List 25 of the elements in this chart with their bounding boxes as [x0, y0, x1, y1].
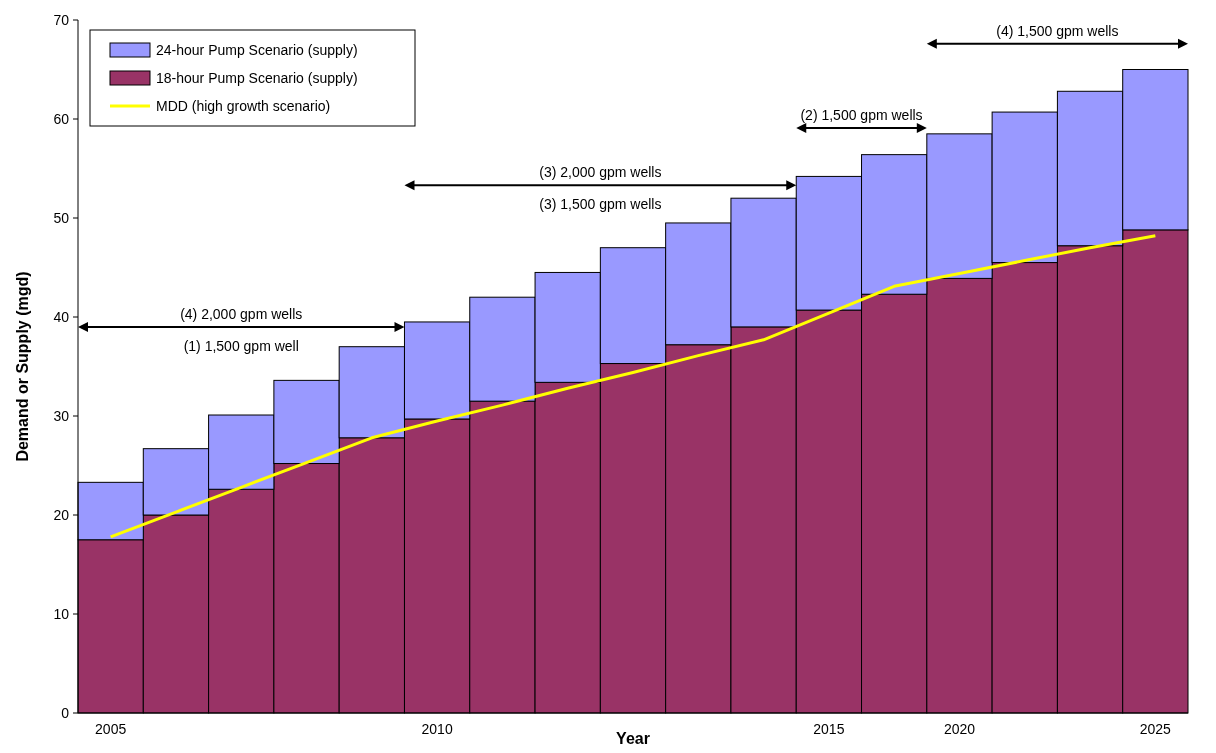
y-tick-label: 70: [53, 12, 70, 28]
legend-label: 24-hour Pump Scenario (supply): [156, 42, 358, 58]
x-tick-label: 2025: [1139, 721, 1172, 737]
x-tick-label: 2005: [95, 721, 127, 737]
annotation: (1) 1,500 gpm well: [183, 337, 299, 354]
x-axis-title: Year: [616, 730, 650, 747]
x-tick-label: 2015: [813, 721, 845, 737]
x-tick-label: 2010: [421, 721, 453, 737]
line-series: [109, 234, 1157, 539]
y-tick-label: 60: [53, 111, 70, 127]
y-axis-title: Demand or Supply (mgd): [14, 271, 31, 462]
y-tick-label: 30: [53, 408, 70, 424]
annotation: (2) 1,500 gpm wells: [800, 106, 923, 123]
y-tick-label: 40: [53, 309, 70, 325]
y-tick-label: 0: [61, 705, 70, 721]
legend-label: 18-hour Pump Scenario (supply): [156, 70, 358, 86]
annotation: (3) 1,500 gpm wells: [539, 196, 662, 213]
annotation: (3) 2,000 gpm wells: [539, 164, 662, 181]
y-tick-label: 10: [53, 606, 70, 622]
annotation: (4) 1,500 gpm wells: [996, 22, 1119, 39]
y-tick-label: 50: [53, 210, 70, 226]
legend-label: MDD (high growth scenario): [156, 98, 331, 114]
y-tick-label: 20: [53, 507, 70, 523]
annotation: (4) 2,000 gpm wells: [180, 305, 303, 322]
x-tick-label: 2020: [943, 721, 976, 737]
